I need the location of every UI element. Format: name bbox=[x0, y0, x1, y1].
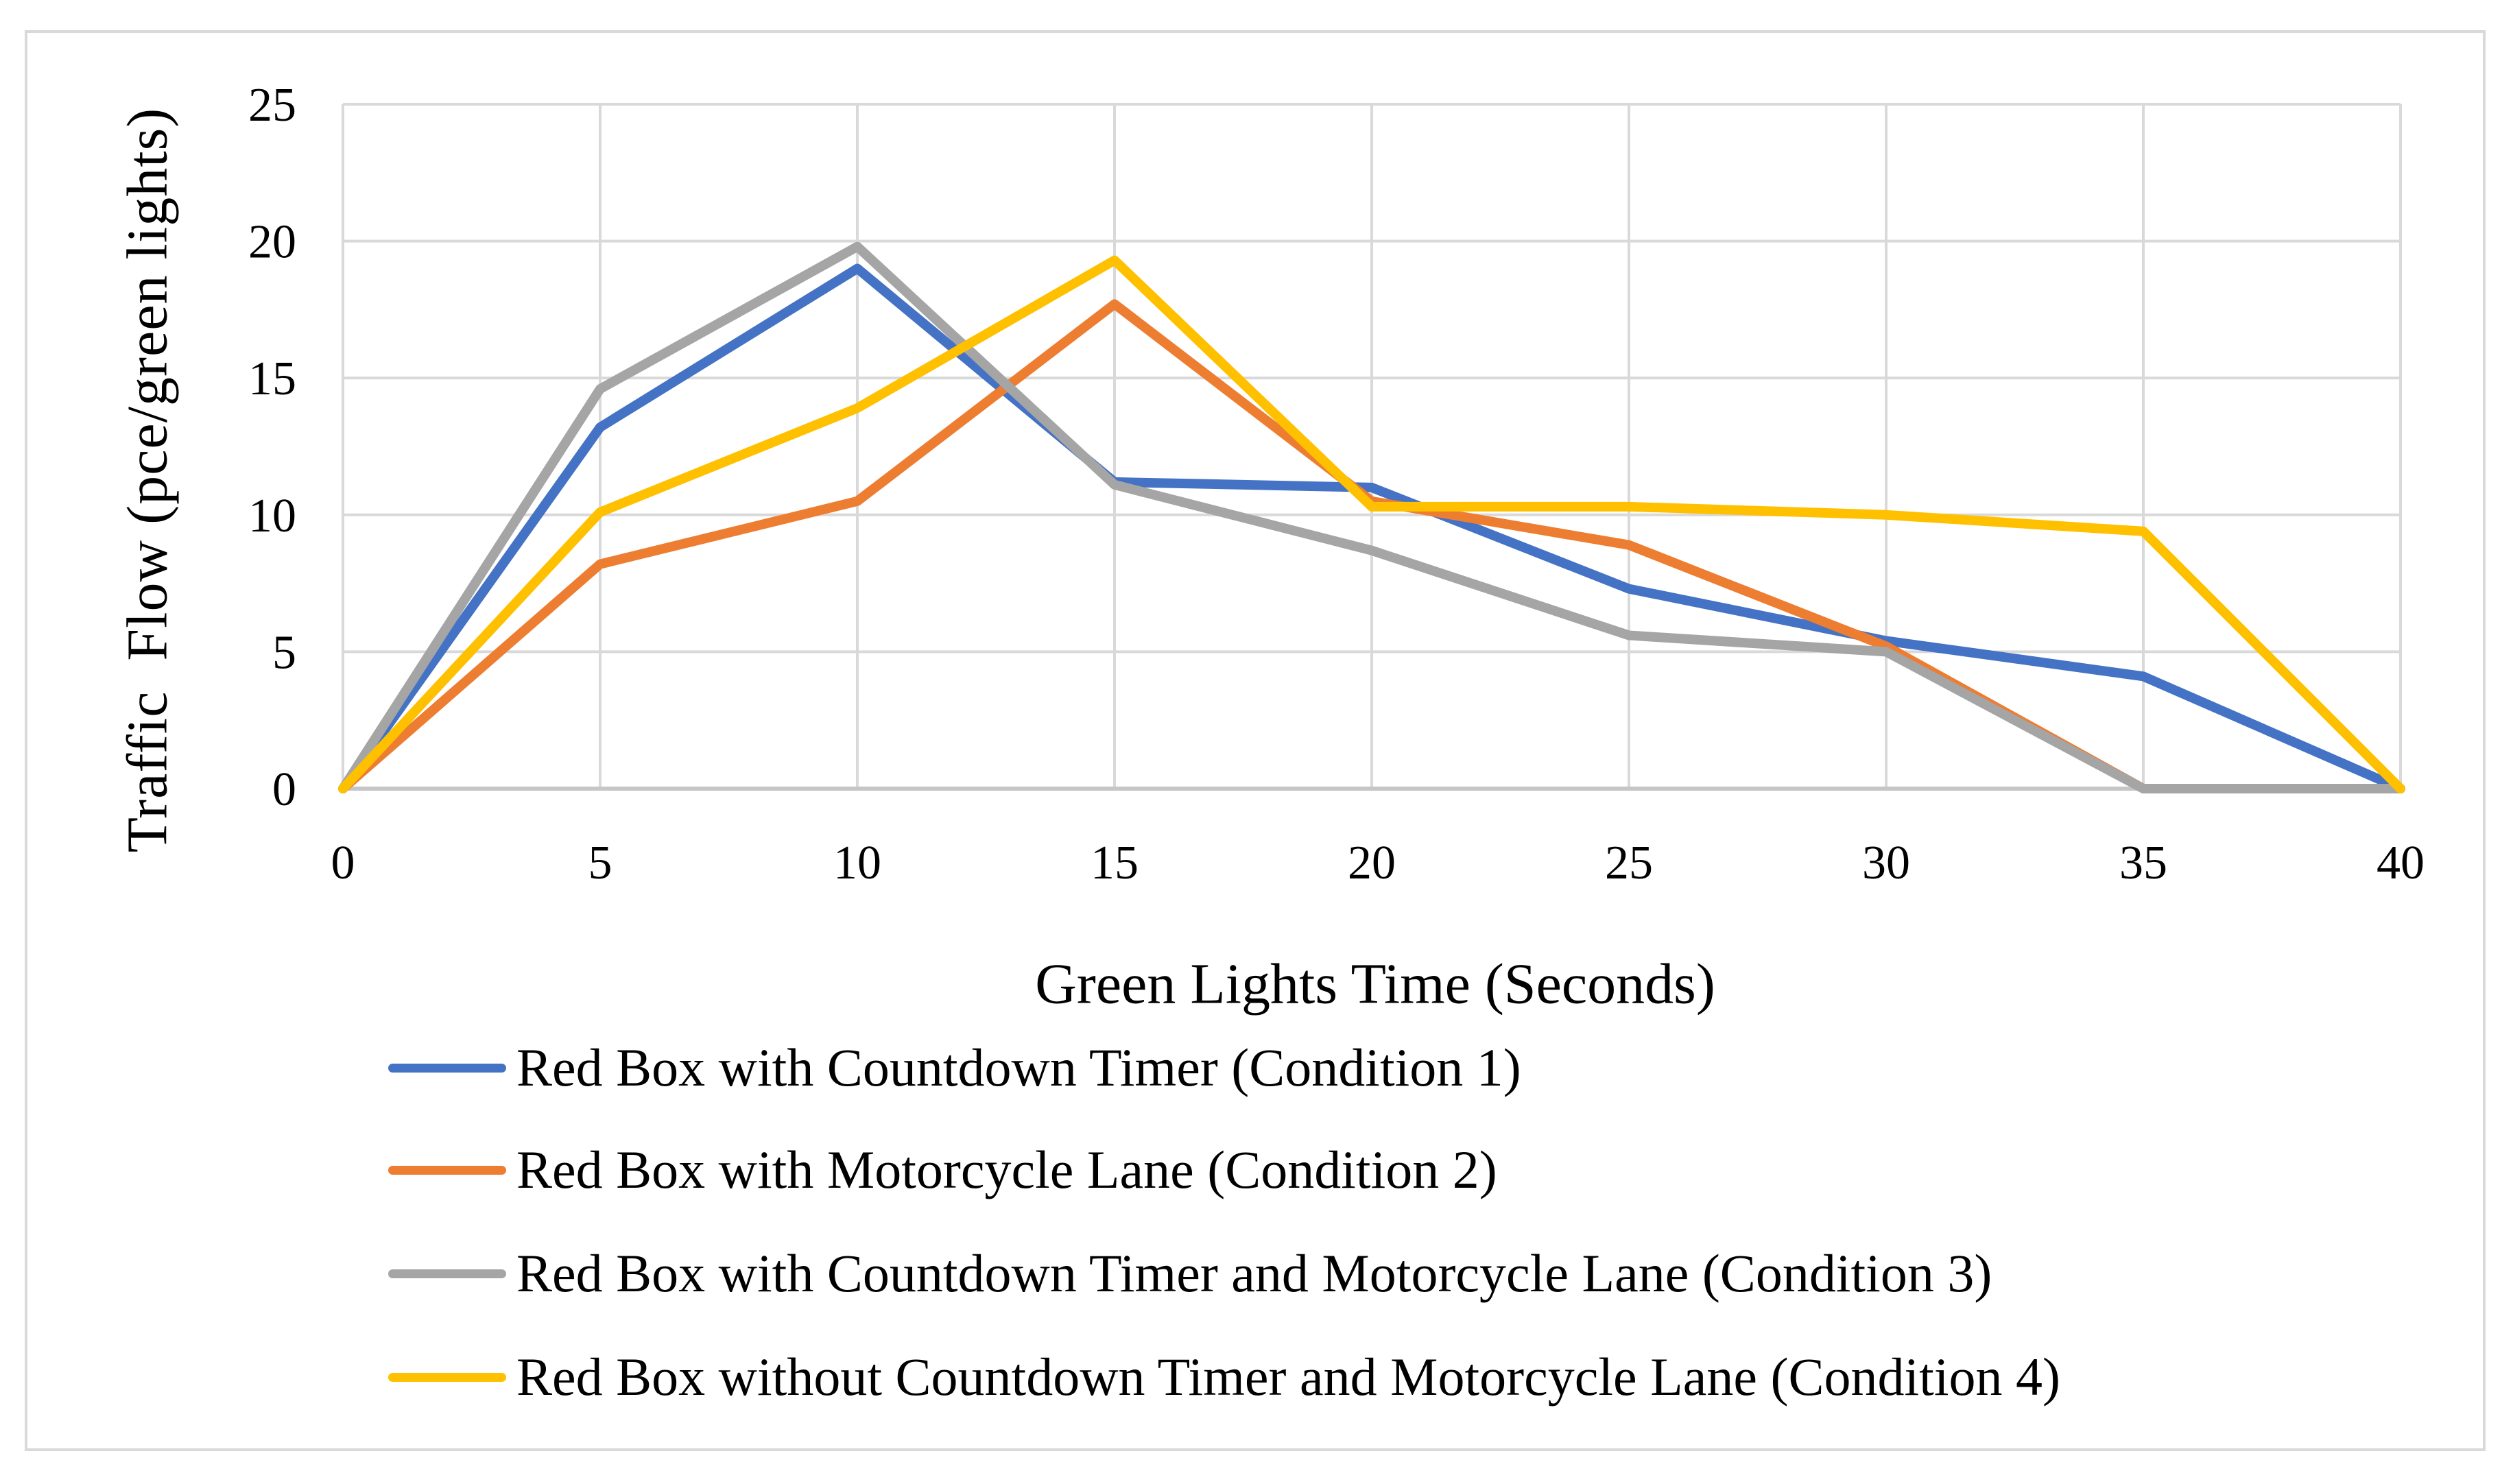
x-tick-label: 0 bbox=[331, 837, 355, 889]
x-tick-label: 30 bbox=[1862, 837, 1910, 889]
x-tick-label: 5 bbox=[588, 837, 612, 889]
legend-item-condition-1: Red Box with Countdown Timer (Condition … bbox=[388, 1041, 1521, 1094]
series-line-condition-4 bbox=[338, 255, 2405, 793]
x-tick-label: 15 bbox=[1091, 837, 1139, 889]
legend-label-condition-1: Red Box with Countdown Timer (Condition … bbox=[516, 1038, 1521, 1097]
x-tick-label: 35 bbox=[2119, 837, 2167, 889]
x-axis-title: Green Lights Time (Seconds) bbox=[1035, 952, 1715, 1016]
legend-item-condition-3: Red Box with Countdown Timer and Motorcy… bbox=[388, 1247, 1992, 1300]
series-line-condition-1 bbox=[338, 263, 2405, 793]
legend-label-condition-3: Red Box with Countdown Timer and Motorcy… bbox=[516, 1243, 1992, 1303]
legend-swatch-condition-3 bbox=[388, 1269, 506, 1278]
x-tick-label: 20 bbox=[1348, 837, 1396, 889]
y-tick-label: 0 bbox=[272, 763, 296, 816]
legend-swatch-condition-1 bbox=[388, 1063, 506, 1073]
y-tick-label: 5 bbox=[272, 626, 296, 679]
legend-label-condition-4: Red Box without Countdown Timer and Moto… bbox=[516, 1347, 2060, 1407]
y-tick-label: 20 bbox=[248, 216, 296, 269]
y-tick-label: 15 bbox=[248, 352, 296, 405]
legend-swatch-condition-4 bbox=[388, 1372, 506, 1382]
x-tick-label: 10 bbox=[833, 837, 881, 889]
legend-item-condition-4: Red Box without Countdown Timer and Moto… bbox=[388, 1350, 2060, 1404]
y-tick-label: 25 bbox=[248, 79, 296, 132]
y-axis-title: Traffic Flow (pce/green lights) bbox=[115, 107, 180, 853]
series-line-condition-3 bbox=[338, 241, 2405, 793]
y-tick-label: 10 bbox=[248, 490, 296, 542]
legend-swatch-condition-2 bbox=[388, 1165, 506, 1175]
legend-item-condition-2: Red Box with Motorcycle Lane (Condition … bbox=[388, 1143, 1497, 1197]
legend-label-condition-2: Red Box with Motorcycle Lane (Condition … bbox=[516, 1140, 1497, 1199]
x-tick-label: 40 bbox=[2377, 837, 2425, 889]
x-tick-label: 25 bbox=[1605, 837, 1653, 889]
